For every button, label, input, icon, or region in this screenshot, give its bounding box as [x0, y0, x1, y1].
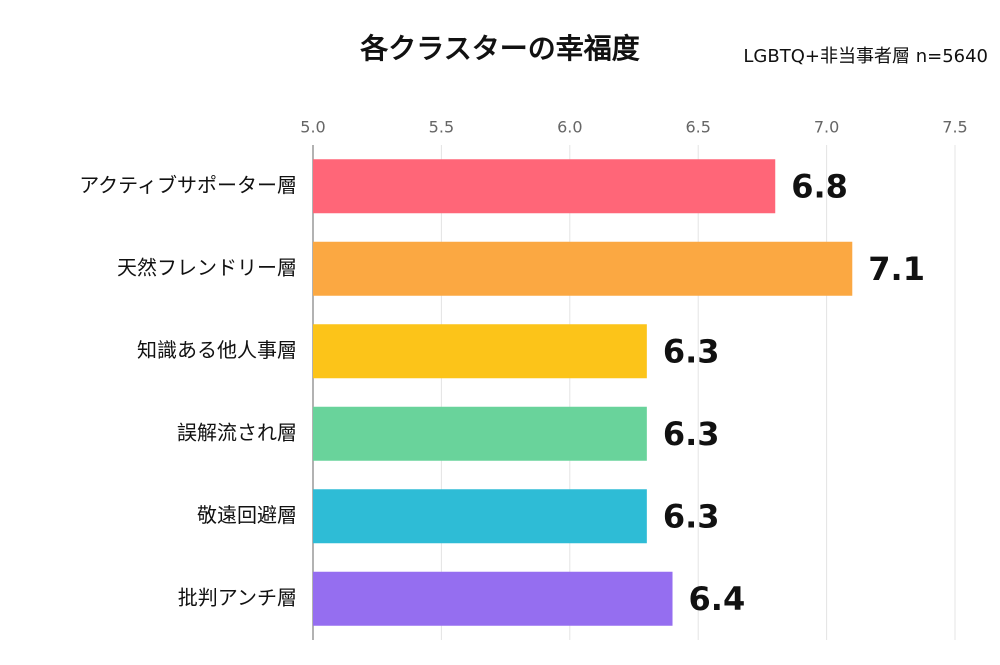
value-label: 6.3 — [663, 415, 720, 453]
x-tick-label: 7.0 — [814, 118, 839, 137]
bar — [313, 324, 647, 379]
value-label: 7.1 — [868, 250, 925, 288]
y-tick-label: 批判アンチ層 — [178, 585, 297, 609]
bar — [313, 406, 647, 461]
y-tick-label: アクティブサポーター層 — [79, 173, 297, 197]
bar — [313, 159, 776, 214]
value-label: 6.4 — [689, 580, 746, 618]
chart-title: 各クラスターの幸福度 — [359, 32, 639, 65]
bar — [313, 489, 647, 544]
x-tick-label: 5.5 — [429, 118, 454, 137]
y-tick-label: 敬遠回避層 — [197, 503, 297, 527]
x-tick-label: 6.5 — [685, 118, 710, 137]
bar — [313, 241, 853, 296]
x-tick-label: 7.5 — [942, 118, 967, 137]
chart-subtitle: LGBTQ+非当事者層 n=5640 — [743, 46, 988, 67]
y-tick-label: 知識ある他人事層 — [137, 338, 297, 362]
y-tick-label: 天然フレンドリー層 — [117, 255, 297, 279]
x-tick-label: 5.0 — [300, 118, 325, 137]
value-label: 6.8 — [791, 167, 848, 205]
x-tick-label: 6.0 — [557, 118, 582, 137]
bar — [313, 571, 673, 626]
value-label: 6.3 — [663, 497, 720, 535]
value-label: 6.3 — [663, 332, 720, 370]
y-tick-label: 誤解流され層 — [177, 420, 297, 444]
